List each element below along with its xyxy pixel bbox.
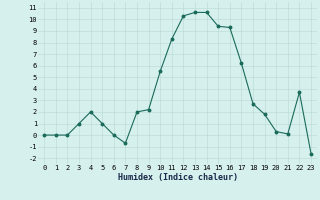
X-axis label: Humidex (Indice chaleur): Humidex (Indice chaleur): [118, 173, 238, 182]
